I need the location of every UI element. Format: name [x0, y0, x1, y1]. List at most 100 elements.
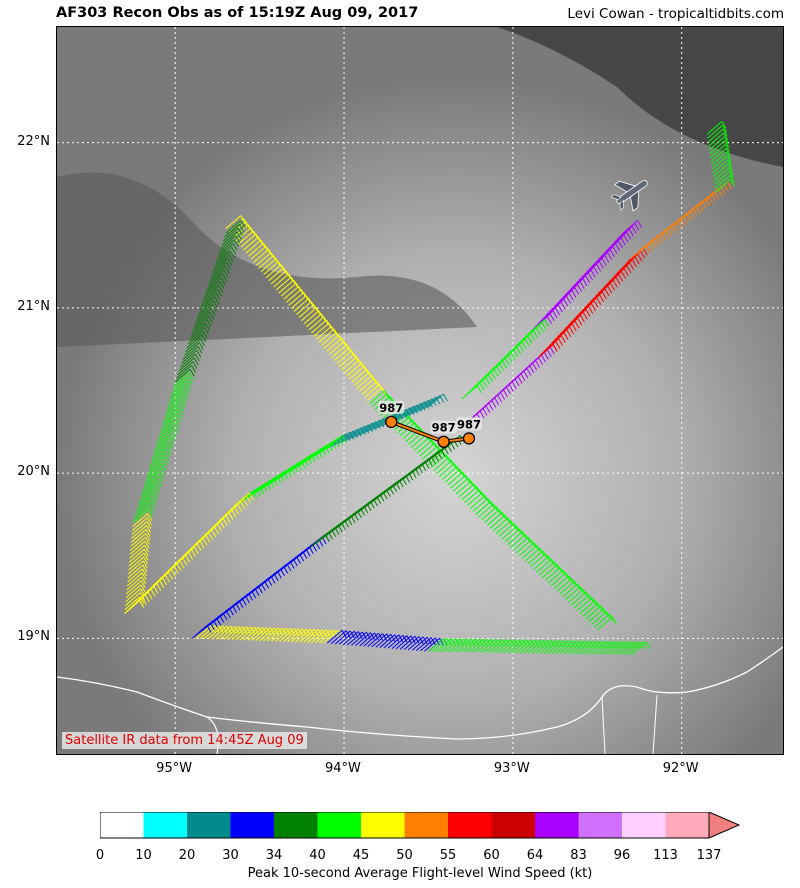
wind-barb	[463, 638, 480, 653]
wind-barb	[181, 349, 198, 364]
wind-barb	[166, 395, 183, 410]
wind-barb	[444, 638, 460, 653]
wind-barb	[547, 569, 564, 584]
wind-barb	[194, 311, 210, 326]
wind-barb-flag	[518, 639, 524, 648]
wind-barb	[428, 638, 444, 652]
wind-barb-flag	[497, 394, 503, 403]
wind-barb-flag	[382, 633, 388, 641]
wind-barb-flag	[546, 639, 552, 648]
wind-barb-flag	[194, 353, 200, 362]
wind-barb	[424, 637, 440, 652]
wind-barb	[178, 357, 195, 372]
wind-barb-flag	[598, 261, 604, 269]
wind-barb-flag	[402, 635, 408, 643]
wind-barb	[498, 523, 515, 537]
dark-cloud-band	[497, 27, 783, 167]
wind-barb	[361, 381, 378, 395]
wind-barb	[129, 544, 146, 559]
wind-barb	[255, 627, 271, 642]
wind-barb-flag	[310, 454, 316, 462]
wind-barb-flag	[321, 629, 327, 637]
wind-barb	[138, 490, 155, 505]
wind-barb	[499, 639, 516, 654]
wind-barb	[510, 534, 526, 548]
colorbar-tick-label: 34	[265, 848, 283, 863]
wind-barb	[375, 633, 392, 648]
wind-barb-flag	[317, 629, 323, 637]
wind-barb-flag	[214, 625, 220, 633]
map-panel[interactable]: 987 987 987	[56, 26, 784, 755]
wind-barb-flag	[248, 492, 254, 501]
wind-barb	[295, 628, 311, 643]
wind-barb	[371, 393, 388, 408]
wind-barb	[464, 489, 480, 504]
wind-barb-flag	[648, 242, 654, 251]
wind-barb-flag	[142, 564, 148, 573]
wind-barb	[622, 641, 639, 656]
wind-barb	[233, 224, 249, 239]
wind-barb	[394, 416, 410, 431]
wind-barb	[711, 151, 727, 166]
wind-barb-flag	[728, 167, 734, 175]
wind-barb-flag	[282, 627, 287, 636]
wind-barb-flag	[717, 188, 723, 197]
wind-barb	[351, 368, 368, 383]
wind-barb-flag	[219, 281, 225, 289]
wind-barb-flag	[204, 327, 209, 335]
wind-barb-flag	[220, 277, 226, 285]
wind-barb-flag	[205, 323, 211, 331]
wind-barb	[524, 547, 541, 562]
wind-barb-flag	[218, 285, 224, 293]
wind-barb-flag	[615, 243, 621, 252]
wind-barb	[399, 635, 416, 650]
wind-barb-flag	[577, 284, 582, 292]
wind-barb-flag	[164, 452, 170, 460]
wind-barb-flag	[586, 640, 591, 649]
wind-barb	[521, 545, 538, 559]
wind-barb-flag	[534, 639, 540, 648]
wind-barb	[472, 498, 489, 512]
wind-barb-flag	[724, 144, 730, 152]
wind-barb-flag	[162, 577, 168, 586]
wind-barb-flag	[517, 376, 523, 384]
wind-barb-flag	[612, 280, 618, 288]
wind-barb	[235, 626, 252, 641]
flight-leg	[475, 501, 617, 631]
wind-barb-flag	[349, 630, 355, 639]
wind-barb	[570, 591, 587, 606]
wind-barb-flag	[490, 371, 496, 380]
wind-barb	[563, 640, 579, 655]
wind-barb	[535, 639, 552, 654]
wind-barb-flag	[141, 597, 147, 605]
wind-barb-flag	[651, 240, 657, 248]
flight-leg	[174, 220, 246, 383]
wind-barb-flag	[367, 424, 373, 432]
pressure-marker[interactable]	[437, 435, 450, 448]
wind-barb-flag	[313, 629, 319, 637]
wind-barb-flag	[439, 395, 445, 403]
wind-barb-flag	[701, 201, 707, 209]
wind-barb	[170, 384, 186, 398]
wind-barb-flag	[243, 498, 248, 507]
wind-barb-flag	[167, 572, 173, 580]
wind-barb	[471, 638, 488, 653]
wind-barb-flag	[270, 627, 276, 635]
wind-barb-flag	[521, 341, 527, 349]
wind-barb	[224, 223, 240, 238]
wind-barb-flag	[266, 482, 271, 490]
wind-barb-flag	[493, 368, 499, 377]
pressure-marker[interactable]	[385, 415, 398, 429]
wind-barb	[139, 486, 156, 501]
wind-barb-flag	[503, 389, 508, 398]
wind-barb	[301, 307, 317, 322]
wind-barb-flag	[293, 465, 299, 473]
pressure-marker[interactable]	[462, 432, 476, 445]
wind-barb-flag	[286, 628, 291, 636]
wind-barb-flag	[721, 121, 727, 129]
wind-barb-flag	[499, 363, 505, 371]
wind-barb	[124, 600, 140, 614]
wind-barb	[150, 448, 167, 463]
wind-barb-flag	[364, 425, 370, 434]
wind-barb	[313, 322, 330, 337]
